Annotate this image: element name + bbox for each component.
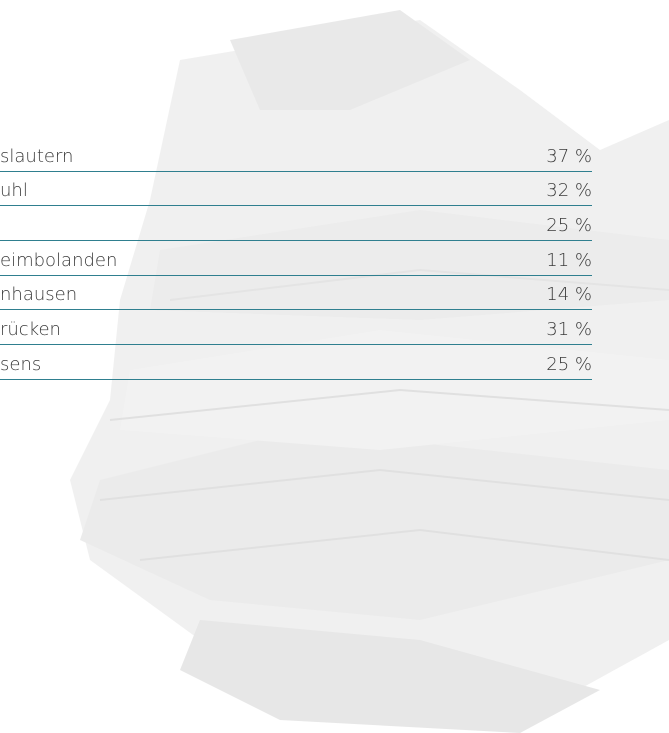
table-row: nhausen 14 % — [0, 276, 592, 311]
page: slautern 37 % uhl 32 % 25 % eimbolanden 11 % nh… — [0, 0, 669, 733]
row-value: 25 % — [546, 354, 592, 375]
row-label: sens — [0, 354, 41, 375]
table-row: eimbolanden 11 % — [0, 241, 592, 276]
row-value: 32 % — [546, 180, 592, 201]
table-row: slautern 37 % — [0, 137, 592, 172]
table-row: sens 25 % — [0, 345, 592, 380]
row-label: eimbolanden — [0, 250, 117, 271]
row-value: 14 % — [546, 284, 592, 305]
row-value: 11 % — [546, 250, 592, 271]
row-label: uhl — [0, 180, 28, 201]
row-label: nhausen — [0, 284, 77, 305]
table: slautern 37 % uhl 32 % 25 % eimbolanden 11 % nh… — [0, 137, 592, 380]
table-row: rücken 31 % — [0, 310, 592, 345]
row-label: slautern — [0, 146, 73, 167]
row-label: rücken — [0, 319, 61, 340]
table-row: 25 % — [0, 206, 592, 241]
row-value: 25 % — [546, 215, 592, 236]
table-row: uhl 32 % — [0, 172, 592, 207]
row-value: 37 % — [546, 146, 592, 167]
row-value: 31 % — [546, 319, 592, 340]
